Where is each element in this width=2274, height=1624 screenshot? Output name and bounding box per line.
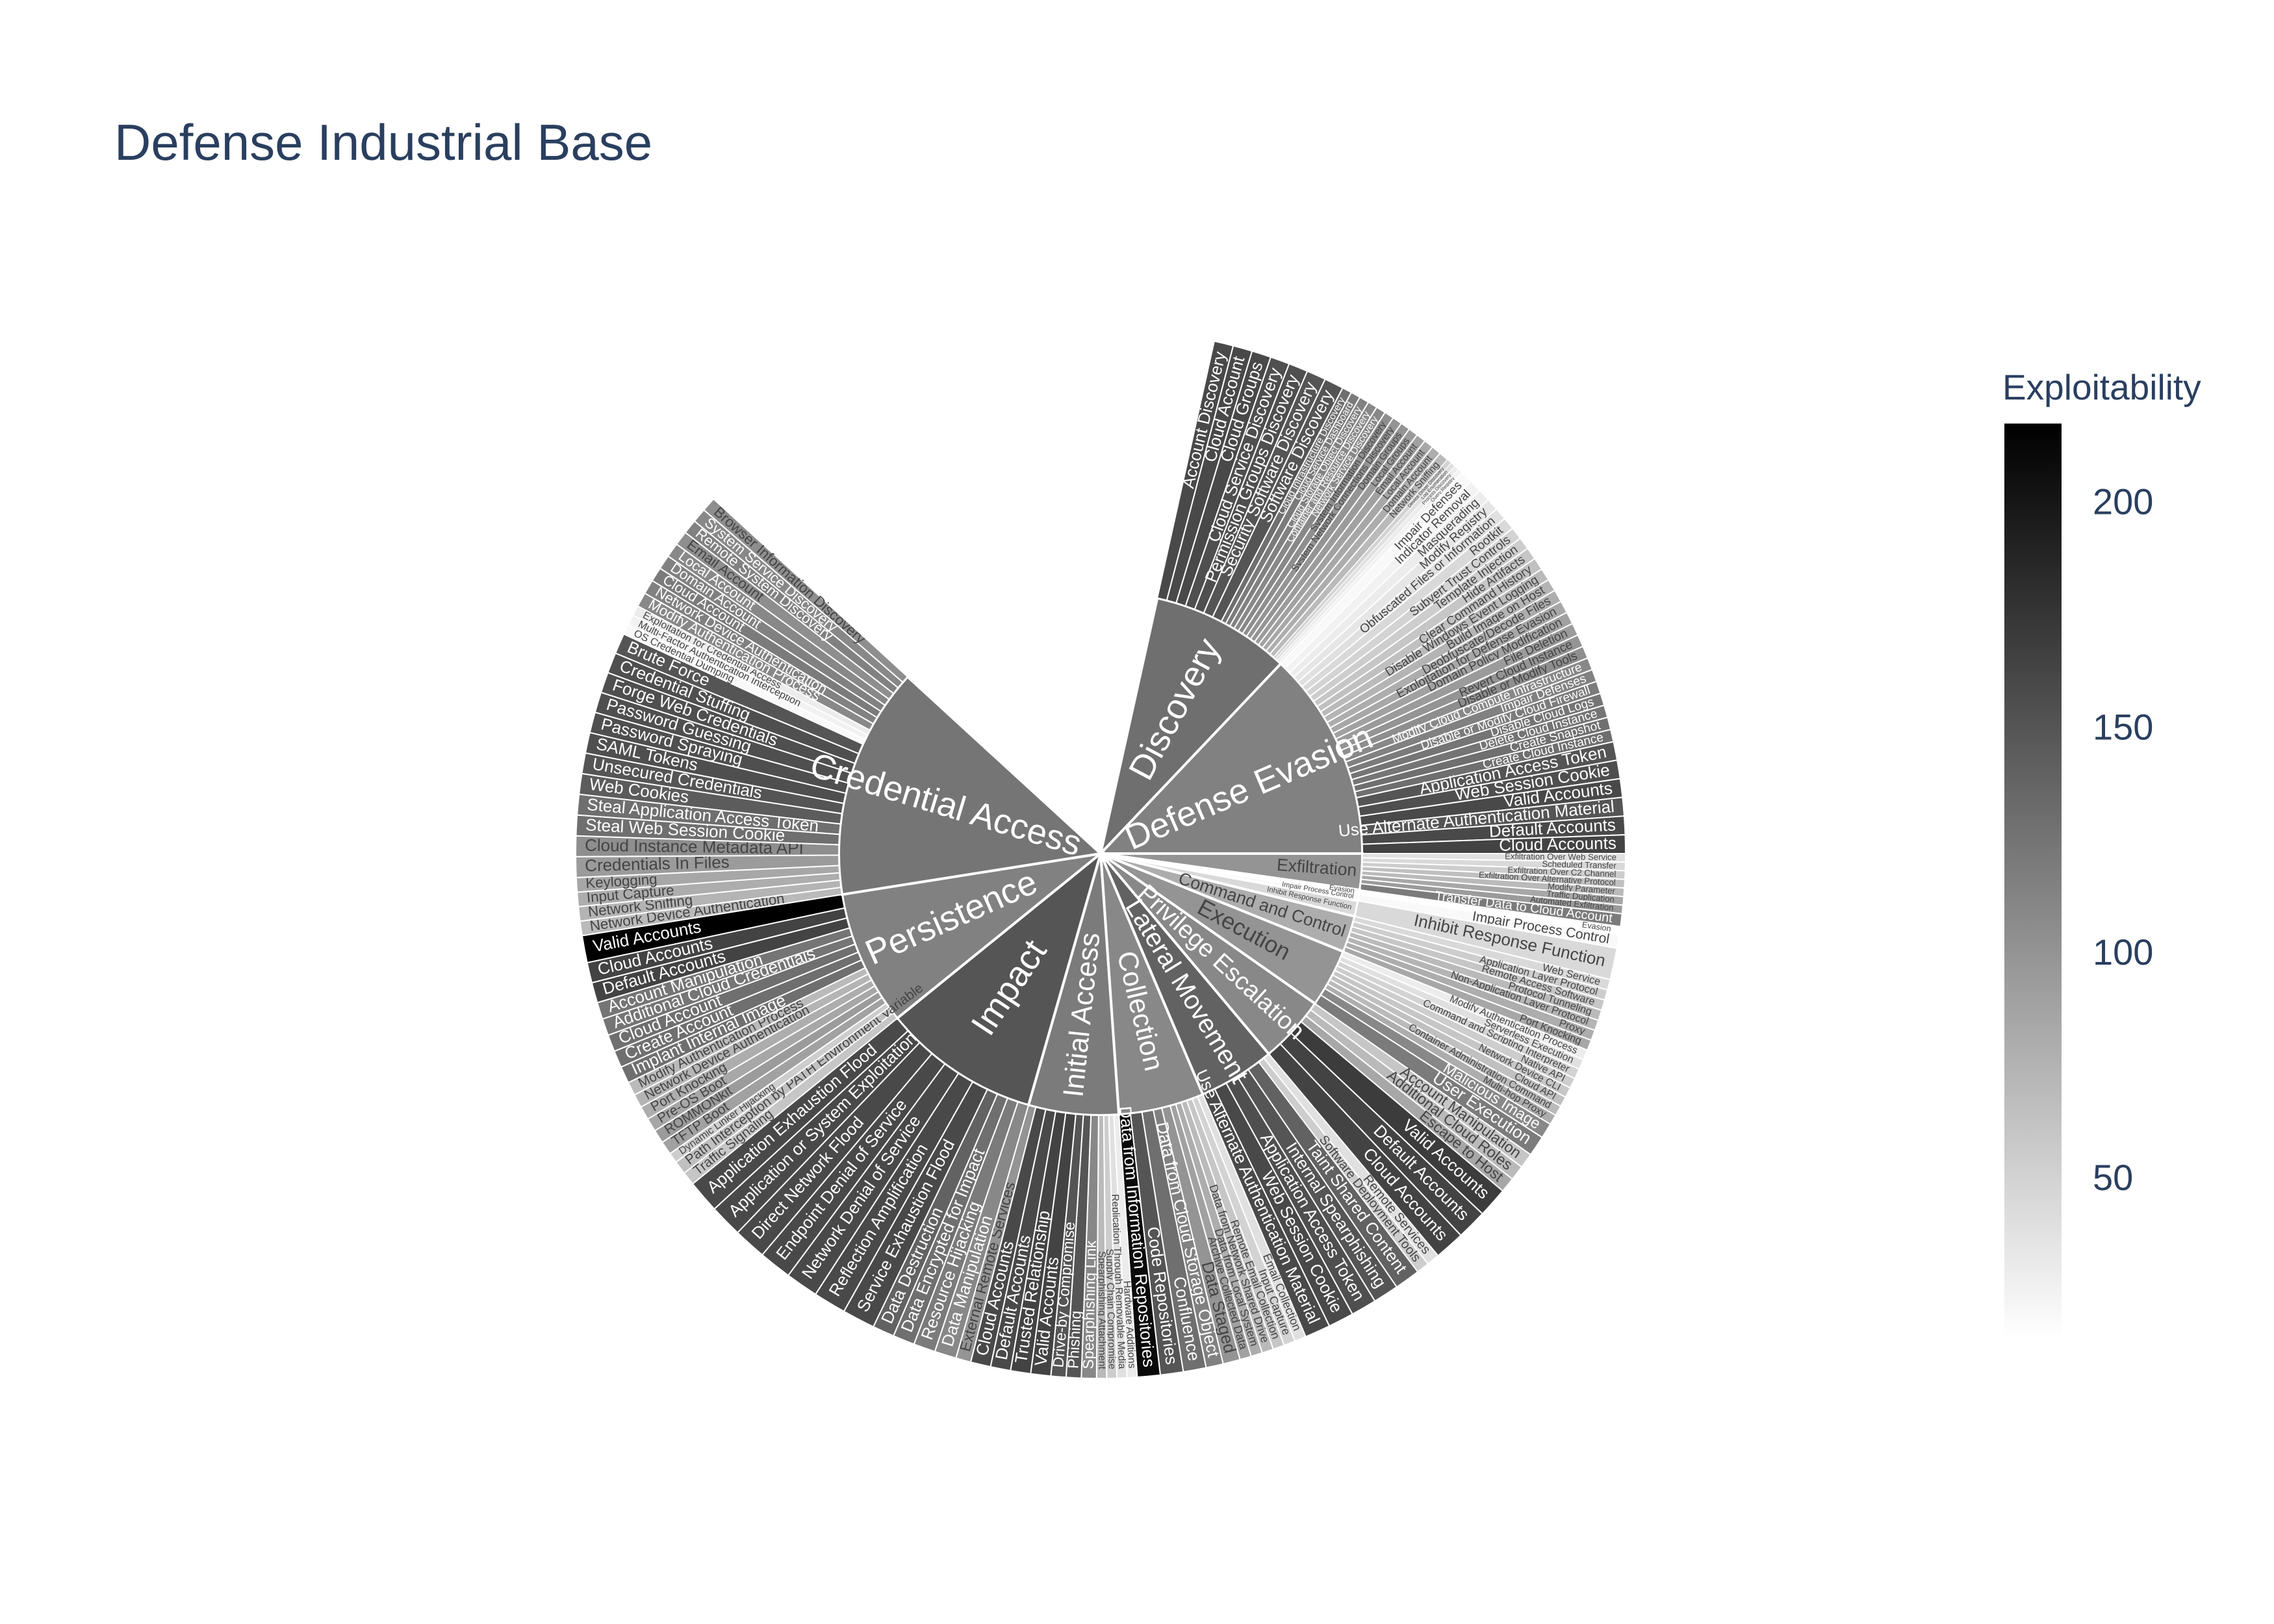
technique-label-exfiltration-1: Scheduled Transfer (1542, 859, 1616, 870)
colorbar-tick-label: 100 (2093, 932, 2153, 972)
technique-label-defense-evasion-30: Cloud Accounts (1499, 833, 1616, 855)
tactic-label-evasion: Evasion (1329, 883, 1355, 895)
technique-label-initial-access-3: Spearphishing Attachment (1096, 1251, 1107, 1370)
colorbar-title: Exploitability (2002, 367, 2201, 407)
chart-title: Defense Industrial Base (114, 114, 652, 171)
technique-label-initial-access-2: Supply Chain Compromise (1104, 1249, 1118, 1369)
colorbar: Exploitability 50 100 150 200 (2002, 367, 2201, 1338)
technique-label-exfiltration-0: Exfiltration Over Web Service (1505, 852, 1616, 862)
colorbar-gradient (2004, 424, 2062, 1338)
technique-wedge-credential-access-27[interactable] (702, 498, 909, 683)
colorbar-tick-label: 50 (2093, 1157, 2133, 1198)
colorbar-tick-label: 150 (2093, 706, 2153, 747)
colorbar-tick-label: 200 (2093, 481, 2153, 522)
